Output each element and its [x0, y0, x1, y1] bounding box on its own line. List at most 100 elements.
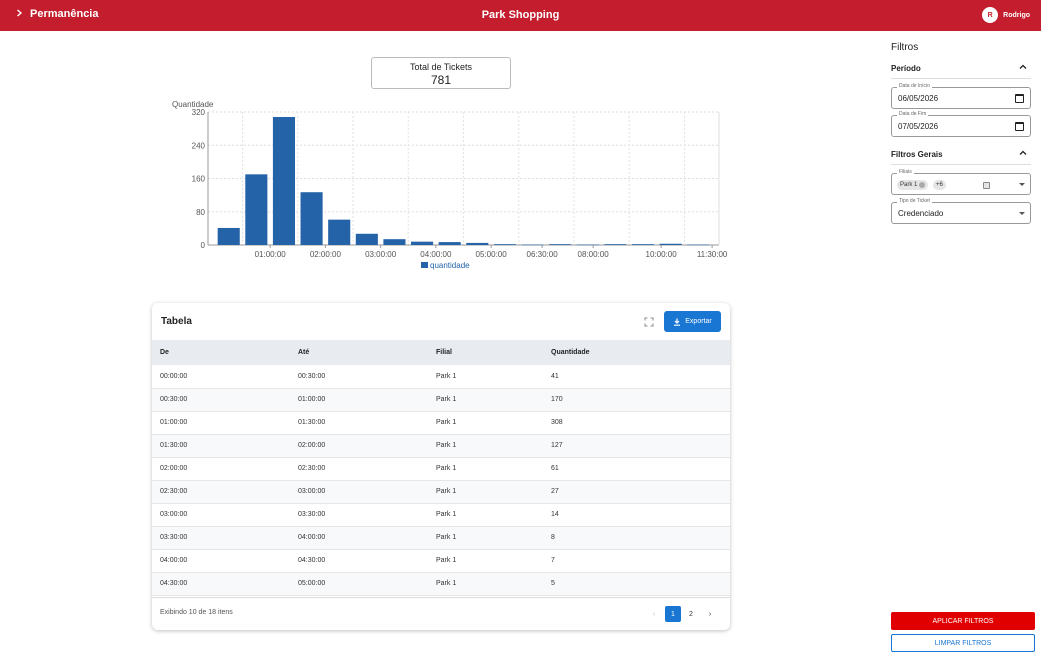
x-tick-label: 10:00:00	[646, 250, 678, 259]
breadcrumb-label[interactable]: Permanência	[30, 8, 99, 20]
x-tick-label: 08:00:00	[578, 250, 610, 259]
user-name[interactable]: Rodrigo	[1003, 11, 1030, 19]
table-cell: 04:00:00	[298, 534, 326, 541]
table-cell: 03:30:00	[298, 511, 326, 518]
table-cell: 127	[551, 442, 563, 449]
table-cell: 00:30:00	[160, 396, 188, 403]
page-button-1[interactable]: 1	[665, 606, 681, 622]
end-date-value[interactable]: 07/05/2026	[898, 122, 939, 131]
table-cell: 02:00:00	[298, 442, 326, 449]
x-tick-label: 03:00:00	[365, 250, 397, 259]
x-tick-label: 02:00:00	[310, 250, 342, 259]
clear-filters-button[interactable]: LIMPAR FILTROS	[891, 634, 1035, 652]
chevron-up-icon[interactable]	[1019, 149, 1027, 157]
table-row[interactable]: 02:30:00 03:00:00 Park 1 27	[152, 480, 730, 503]
dropdown-arrow-icon[interactable]	[1019, 212, 1025, 215]
table-cell: 41	[551, 372, 559, 380]
clear-selection-icon[interactable]	[983, 182, 990, 189]
total-tickets-card: Total de Tickets 781	[371, 57, 511, 89]
prev-page-button[interactable]: ‹	[652, 610, 656, 618]
table-cell: 61	[551, 465, 559, 472]
apply-filters-button[interactable]: APLICAR FILTROS	[891, 612, 1035, 630]
table-cell: 01:30:00	[160, 442, 188, 449]
chart-bar	[631, 244, 655, 245]
pagination-info: Exibindo 10 de 18 itens	[160, 609, 233, 616]
table-row[interactable]: 01:00:00 01:30:00 Park 1 308	[152, 411, 730, 434]
chart-bar	[604, 244, 627, 245]
table-cell: Park 1	[436, 580, 457, 587]
table-row[interactable]: 00:30:00 01:00:00 Park 1 170	[152, 388, 730, 411]
table-cell: 00:00:00	[160, 372, 188, 380]
start-date-field[interactable]: Data de Início 06/05/2026	[891, 83, 1031, 109]
table-cell: 02:30:00	[160, 488, 188, 495]
chart-bar	[493, 244, 516, 245]
general-filters-section-header[interactable]: Filtros Gerais	[891, 145, 1031, 165]
period-section-header[interactable]: Período	[891, 59, 1031, 79]
ticket-type-select[interactable]: Tipo de Ticket Credenciado	[891, 198, 1031, 224]
table-row[interactable]: 01:30:00 02:00:00 Park 1 127	[152, 434, 730, 457]
chart-bar	[438, 242, 461, 245]
table-cell: 5	[551, 580, 555, 587]
ticket-type-value[interactable]: Credenciado	[898, 209, 944, 218]
breadcrumb[interactable]: Permanência	[16, 8, 98, 20]
table-header-row: De Até Filial Quantidade	[152, 340, 730, 365]
user-menu[interactable]: R Rodrigo	[982, 7, 1030, 23]
more-branches-label: +6	[936, 182, 943, 188]
y-tick-label: 160	[192, 175, 206, 184]
chart-bar	[549, 244, 572, 245]
calendar-icon[interactable]	[1015, 94, 1024, 103]
branch-chip[interactable]: Park 1	[897, 180, 929, 190]
chip-remove-icon[interactable]	[919, 182, 926, 188]
table-cell: 01:00:00	[160, 419, 188, 426]
table-cell: 14	[551, 511, 559, 518]
table-cell: Park 1	[436, 396, 457, 403]
table-title: Tabela	[161, 316, 192, 327]
filters-title: Filtros	[891, 42, 919, 53]
column-header[interactable]: Até	[298, 349, 310, 356]
y-axis-label: Quantidade	[172, 100, 214, 109]
general-filters-label[interactable]: Filtros Gerais	[891, 150, 943, 159]
export-button-label[interactable]: Exportar	[685, 318, 712, 325]
start-date-value[interactable]: 06/05/2026	[898, 94, 939, 103]
table-cell: 02:30:00	[298, 465, 326, 472]
table-cell: 00:30:00	[298, 372, 326, 380]
table-cell: 27	[551, 488, 559, 495]
column-header[interactable]: Quantidade	[551, 349, 590, 356]
y-tick-label: 80	[196, 208, 205, 217]
table-cell: Park 1	[436, 465, 457, 472]
chart-bar	[300, 192, 323, 245]
table-row[interactable]: 04:30:00 05:00:00 Park 1 5	[152, 572, 730, 595]
chart-bar	[521, 244, 544, 246]
table-row[interactable]: 03:30:00 04:00:00 Park 1 8	[152, 526, 730, 549]
chevron-right-icon[interactable]	[16, 8, 23, 20]
end-date-field[interactable]: Data de Fim 07/05/2026	[891, 111, 1031, 137]
branch-chip-label: Park 1	[900, 182, 918, 188]
table-cell: 03:00:00	[160, 511, 188, 518]
fullscreen-icon[interactable]	[643, 315, 655, 327]
chart-bar	[687, 244, 710, 246]
chevron-up-icon[interactable]	[1019, 63, 1027, 71]
chart-bar	[328, 219, 351, 245]
table-row[interactable]: 02:00:00 02:30:00 Park 1 61	[152, 457, 730, 480]
export-button[interactable]: Exportar	[664, 311, 721, 332]
table-row[interactable]: 03:00:00 03:30:00 Park 1 14	[152, 503, 730, 526]
tickets-histogram-chart: 0 80 160 240 320 01:00:00 02:00:00 03:00:00 04:0…	[172, 100, 728, 270]
period-section-label[interactable]: Período	[891, 64, 921, 73]
branches-select[interactable]: Filiais Park 1 +6	[891, 169, 1031, 195]
more-branches-chip[interactable]: +6	[933, 180, 946, 190]
table-cell: 03:00:00	[298, 488, 326, 495]
column-header[interactable]: Filial	[436, 349, 452, 356]
table-row[interactable]: 00:00:00 00:30:00 Park 1 41	[152, 365, 730, 388]
page-title: Park Shopping	[481, 9, 560, 21]
column-header[interactable]: De	[160, 349, 169, 356]
calendar-icon[interactable]	[1015, 122, 1024, 131]
download-icon	[674, 318, 681, 326]
legend-swatch	[421, 262, 428, 268]
y-tick-label: 320	[192, 108, 206, 117]
table-cell: 04:30:00	[160, 580, 188, 587]
dropdown-arrow-icon[interactable]	[1019, 183, 1025, 186]
avatar[interactable]: R	[982, 7, 999, 23]
page-button-2[interactable]: 2	[689, 610, 693, 618]
next-page-button[interactable]: ›	[708, 610, 712, 618]
table-row[interactable]: 04:00:00 04:30:00 Park 1 7	[152, 549, 730, 572]
